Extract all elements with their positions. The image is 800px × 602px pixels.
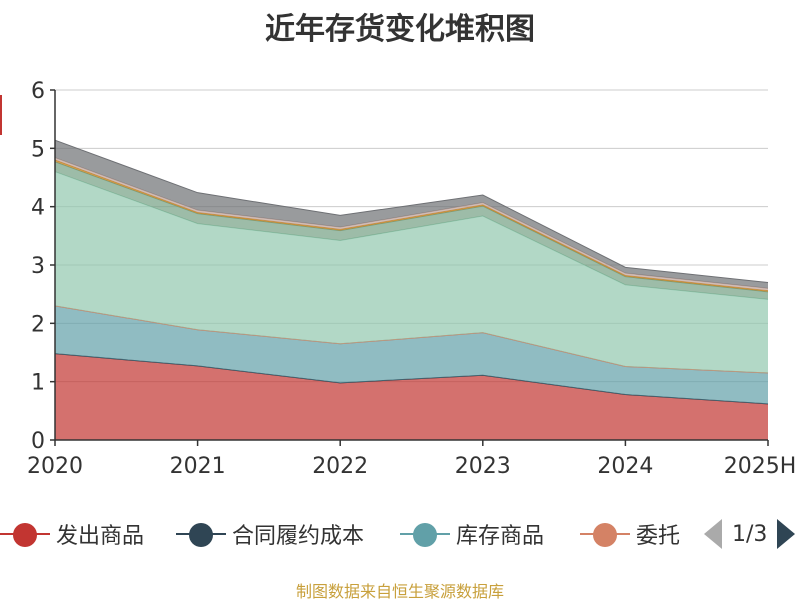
legend: 发出商品 合同履约成本 库存商品 委托 bbox=[0, 516, 800, 552]
legend-pager: 1/3 bbox=[700, 516, 800, 552]
legend-swatch-icon bbox=[400, 516, 450, 552]
area-series-2 bbox=[55, 305, 768, 404]
chart-title: 近年存货变化堆积图 bbox=[265, 12, 535, 47]
legend-label: 发出商品 bbox=[56, 524, 145, 549]
pager-page-text: 1/3 bbox=[732, 521, 768, 547]
area-series-6 bbox=[55, 160, 768, 292]
y-tick-label: 4 bbox=[31, 196, 45, 221]
area-series-0 bbox=[55, 353, 768, 440]
legend-label: 委托 bbox=[636, 524, 681, 549]
x-tick-label: 2022 bbox=[312, 454, 368, 479]
y-axis-label-mark bbox=[0, 95, 2, 135]
legend-item-委托[interactable]: 委托 bbox=[580, 516, 680, 552]
legend-swatch-icon bbox=[176, 516, 226, 552]
line-series-8 bbox=[54, 139, 769, 283]
legend-item-库存商品[interactable]: 库存商品 bbox=[400, 516, 544, 552]
area-series-7 bbox=[55, 157, 768, 291]
y-tick-label: 0 bbox=[31, 429, 45, 454]
y-tick-label: 1 bbox=[31, 371, 45, 396]
y-tick-label: 5 bbox=[31, 137, 45, 162]
legend-swatch-icon bbox=[0, 516, 50, 552]
legend-item-发出商品[interactable]: 发出商品 bbox=[0, 516, 144, 552]
pager-prev-arrow-icon[interactable] bbox=[704, 519, 722, 549]
legend-swatch-icon bbox=[580, 516, 630, 552]
x-tick-label: 2021 bbox=[170, 454, 226, 479]
x-tick-label: 2024 bbox=[597, 454, 653, 479]
y-tick-label: 6 bbox=[31, 79, 45, 104]
x-tick-label: 2020 bbox=[27, 454, 83, 479]
area-series-4 bbox=[55, 171, 768, 373]
legend-label: 库存商品 bbox=[456, 524, 545, 549]
line-series-6 bbox=[54, 159, 769, 292]
y-tick-label: 2 bbox=[31, 312, 45, 337]
source-note: 制图数据来自恒生聚源数据库 bbox=[295, 582, 504, 601]
area-series-5 bbox=[55, 161, 768, 300]
x-tick-label: 2025H bbox=[724, 454, 797, 479]
area-series-8 bbox=[55, 140, 768, 289]
x-tick-label: 2023 bbox=[455, 454, 511, 479]
legend-label: 合同履约成本 bbox=[232, 524, 365, 549]
pager-next-arrow-icon[interactable] bbox=[777, 519, 796, 549]
legend-item-合同履约成本[interactable]: 合同履约成本 bbox=[176, 516, 364, 552]
y-tick-label: 3 bbox=[31, 254, 45, 279]
